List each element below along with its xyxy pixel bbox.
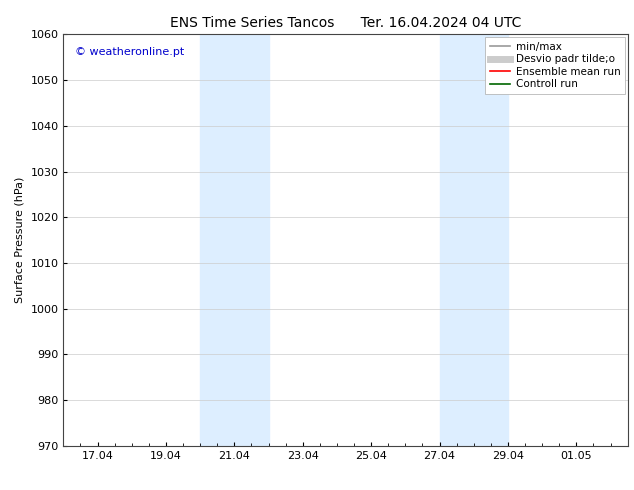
Title: ENS Time Series Tancos      Ter. 16.04.2024 04 UTC: ENS Time Series Tancos Ter. 16.04.2024 0… [170,16,521,30]
Y-axis label: Surface Pressure (hPa): Surface Pressure (hPa) [15,177,25,303]
Bar [200,34,269,446]
Legend: min/max, Desvio padr tilde;o, Ensemble mean run, Controll run: min/max, Desvio padr tilde;o, Ensemble m… [486,37,624,94]
Bar [439,34,508,446]
Text: © weatheronline.pt: © weatheronline.pt [75,47,184,57]
